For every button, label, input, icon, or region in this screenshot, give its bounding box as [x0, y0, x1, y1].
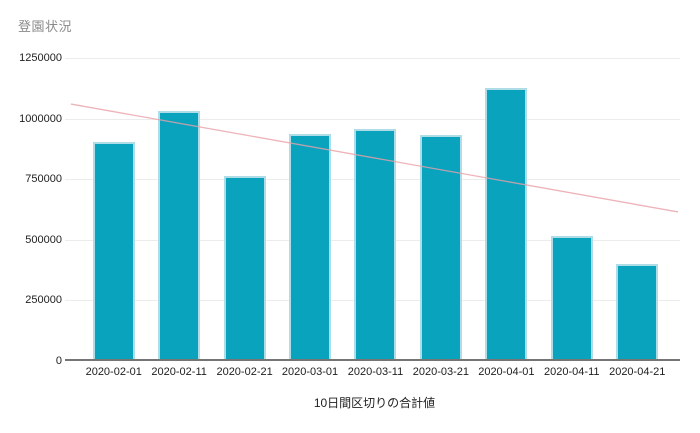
- y-axis-labels: 0 250000 500000 750000 1000000 1250000: [0, 52, 62, 367]
- y-tick-label: 1000000: [19, 112, 62, 125]
- y-tick-label: 500000: [25, 233, 62, 246]
- x-tick-label: 2020-02-11: [151, 366, 207, 378]
- x-tick-label: 2020-04-01: [478, 366, 535, 378]
- bar-2020-03-01[interactable]: [289, 133, 332, 359]
- bar-slot: [539, 58, 604, 359]
- x-tick-label: 2020-04-11: [544, 366, 600, 378]
- bar-slot: [605, 58, 670, 359]
- x-tick-label: 2020-02-01: [85, 366, 142, 378]
- bar-2020-04-21[interactable]: [616, 263, 659, 359]
- bar-2020-03-11[interactable]: [354, 129, 397, 359]
- plot-area: [65, 58, 680, 361]
- bar-slot: [474, 58, 539, 359]
- x-tick-label: 2020-03-21: [412, 366, 470, 378]
- bar-slot: [277, 58, 342, 359]
- bar-2020-03-21[interactable]: [419, 135, 462, 359]
- y-tick-label: 750000: [25, 173, 62, 186]
- bar-2020-02-11[interactable]: [158, 110, 201, 359]
- x-axis-line: [65, 359, 680, 361]
- y-tick-label: 1250000: [19, 52, 62, 64]
- bar-2020-04-01[interactable]: [485, 88, 528, 359]
- bar-2020-02-01[interactable]: [92, 142, 135, 359]
- bar-slot: [343, 58, 408, 359]
- bar-slot: [81, 58, 146, 359]
- gridline: [65, 58, 680, 59]
- x-tick-label: 2020-04-21: [609, 366, 666, 378]
- x-tick-label: 2020-02-21: [216, 366, 273, 378]
- bar-2020-04-11[interactable]: [550, 236, 593, 359]
- bar-slot: [212, 58, 277, 359]
- bar-slot: [408, 58, 473, 359]
- bar-2020-02-21[interactable]: [223, 176, 266, 359]
- bar-slot: [146, 58, 211, 359]
- y-tick-label: 0: [55, 355, 62, 367]
- x-axis-labels: 2020-02-01 2020-02-11 2020-02-21 2020-03-01…: [69, 366, 680, 378]
- chart-title: 登園状況: [18, 19, 73, 34]
- bars-container: [81, 58, 670, 359]
- x-tick-label: 2020-03-01: [281, 366, 339, 378]
- x-tick-label: 2020-03-11: [347, 366, 404, 378]
- y-tick-label: 250000: [25, 294, 62, 307]
- x-axis-title: 10日間区切りの合計値: [313, 396, 436, 410]
